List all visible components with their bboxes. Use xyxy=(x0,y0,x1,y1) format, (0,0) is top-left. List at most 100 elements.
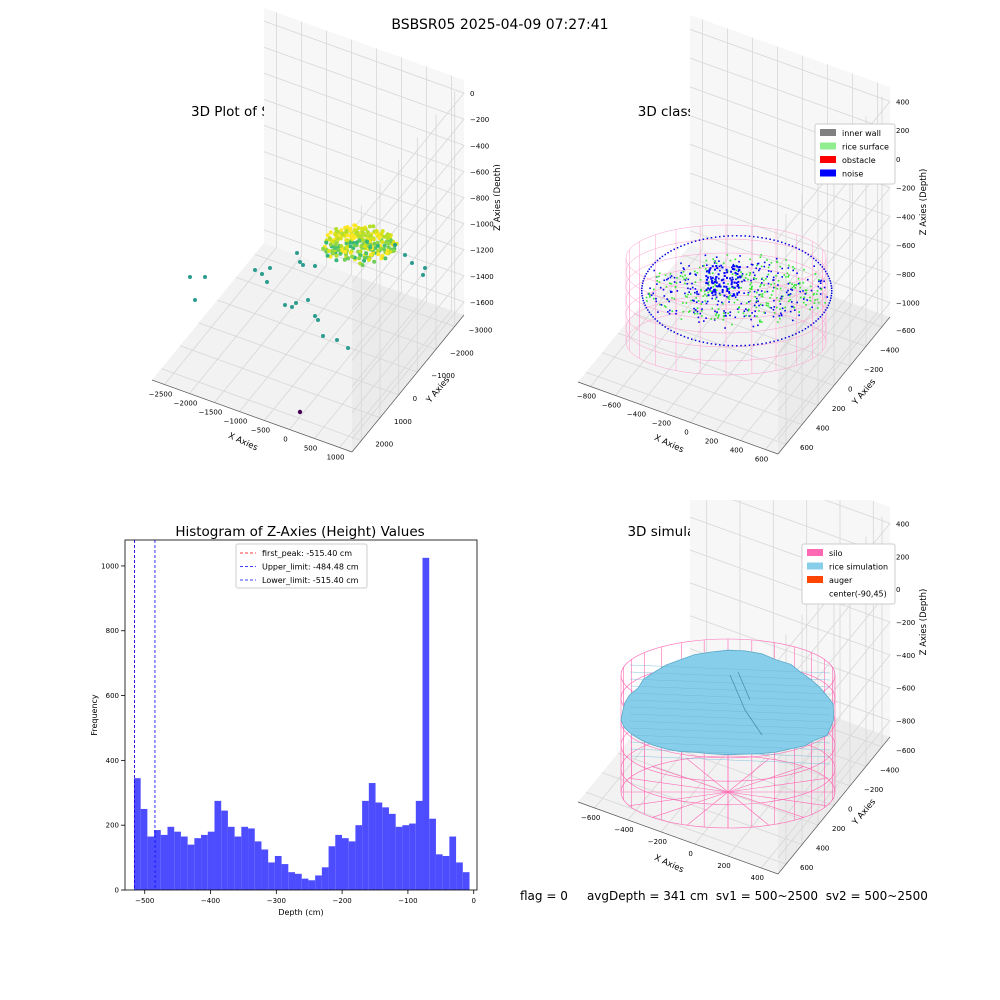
p4-mesh-line xyxy=(629,755,831,765)
p2-point xyxy=(761,321,763,323)
p1-point xyxy=(375,240,380,245)
p2-point xyxy=(643,302,645,304)
p2-point xyxy=(650,294,653,297)
p1-point xyxy=(313,314,317,318)
p1-point xyxy=(362,258,367,263)
p2-point xyxy=(792,319,794,322)
p2-point xyxy=(730,270,733,273)
p2-point xyxy=(800,296,802,299)
p2-point xyxy=(707,284,710,286)
p4-z-tick-label: 0 xyxy=(896,586,900,594)
p2-xgrid xyxy=(665,46,778,414)
p1-xgrid xyxy=(214,30,327,403)
p1-x-tick-label: −500 xyxy=(251,427,270,435)
p4-z-tick-label: −400 xyxy=(896,652,915,660)
p2-point xyxy=(813,265,815,267)
p2-point xyxy=(715,280,717,282)
p2-point xyxy=(663,295,666,297)
p2-point xyxy=(679,281,681,283)
p1-point xyxy=(253,268,257,272)
p4-y-axis-line xyxy=(777,736,891,875)
p1-x-tick-label: −1500 xyxy=(199,409,223,417)
p2-point xyxy=(765,342,767,344)
p2-xgrid xyxy=(615,28,728,396)
p2-point xyxy=(650,313,652,316)
p4-legend-swatch xyxy=(807,549,823,556)
p3-x-tick-label: 0 xyxy=(471,897,475,905)
p2-point xyxy=(729,277,732,280)
p2-point xyxy=(682,275,684,278)
p2-point xyxy=(656,320,659,322)
p2-point xyxy=(749,283,752,286)
p2-point xyxy=(741,280,743,283)
p2-point xyxy=(650,266,652,268)
p2-point xyxy=(755,278,757,280)
p1-point xyxy=(260,272,264,276)
histogram-bar xyxy=(207,831,215,890)
p4-silo-spoke xyxy=(727,758,770,793)
p2-point xyxy=(725,285,728,288)
p2-point xyxy=(763,284,765,287)
p2-point xyxy=(805,292,808,294)
p2-point xyxy=(787,267,790,269)
p2-point xyxy=(767,270,770,272)
p2-point xyxy=(772,276,775,279)
p4-legend-box xyxy=(801,543,896,605)
p2-point xyxy=(759,319,761,322)
p1-point xyxy=(360,263,365,268)
p2-point xyxy=(696,293,698,295)
histogram-bar xyxy=(422,557,430,890)
p2-point xyxy=(713,288,716,291)
p1-point xyxy=(345,238,350,243)
p2-point xyxy=(735,278,737,281)
p2-point xyxy=(705,281,708,284)
p2-point xyxy=(671,297,673,299)
p2-point xyxy=(787,282,790,285)
p2-point xyxy=(757,343,759,346)
histogram-bar xyxy=(368,783,376,890)
p2-point xyxy=(723,294,726,297)
histogram-bar xyxy=(274,855,282,890)
p2-point xyxy=(707,287,710,290)
p4-z-tick-label: −600 xyxy=(896,685,915,693)
p4-y-tick-label: 400 xyxy=(816,845,829,853)
p2-point xyxy=(724,327,726,329)
p2-point xyxy=(803,268,805,271)
p2-point xyxy=(733,286,736,289)
p1-point xyxy=(362,244,367,249)
p4-mesh-line xyxy=(629,727,831,737)
p2-point xyxy=(732,263,735,266)
p2-point xyxy=(829,280,831,282)
p2-y-tick-label: −400 xyxy=(880,346,899,354)
p2-point xyxy=(737,266,740,269)
p2-point xyxy=(737,311,740,313)
p2-point xyxy=(675,282,678,284)
p2-legend-swatch xyxy=(820,129,836,136)
p2-point xyxy=(684,292,686,295)
p2-point xyxy=(659,322,661,324)
p2-point xyxy=(702,341,705,343)
p2-point xyxy=(740,271,742,273)
p2-point xyxy=(722,318,725,321)
p2-point xyxy=(736,299,739,301)
p2-point xyxy=(667,252,669,254)
p1-point xyxy=(324,240,329,245)
p2-x-axis-line xyxy=(577,381,779,455)
p2-point xyxy=(820,279,823,282)
p2-point xyxy=(707,291,710,294)
p1-y-tick-label: 2000 xyxy=(375,441,393,449)
p2-point xyxy=(813,302,816,304)
p4-z-tick-label: 200 xyxy=(896,553,909,561)
p4-x-tick-label: −400 xyxy=(614,826,633,834)
p4-zgrid xyxy=(777,500,891,661)
p1-point xyxy=(316,318,320,322)
p2-point xyxy=(725,315,727,317)
p1-point xyxy=(393,243,397,247)
p2-point xyxy=(727,235,729,237)
p2-point xyxy=(670,275,673,277)
p2-point xyxy=(713,281,716,283)
p2-point xyxy=(804,328,807,330)
p1-zgrid xyxy=(263,46,465,257)
p2-point xyxy=(703,320,705,322)
p2-point xyxy=(788,335,790,338)
